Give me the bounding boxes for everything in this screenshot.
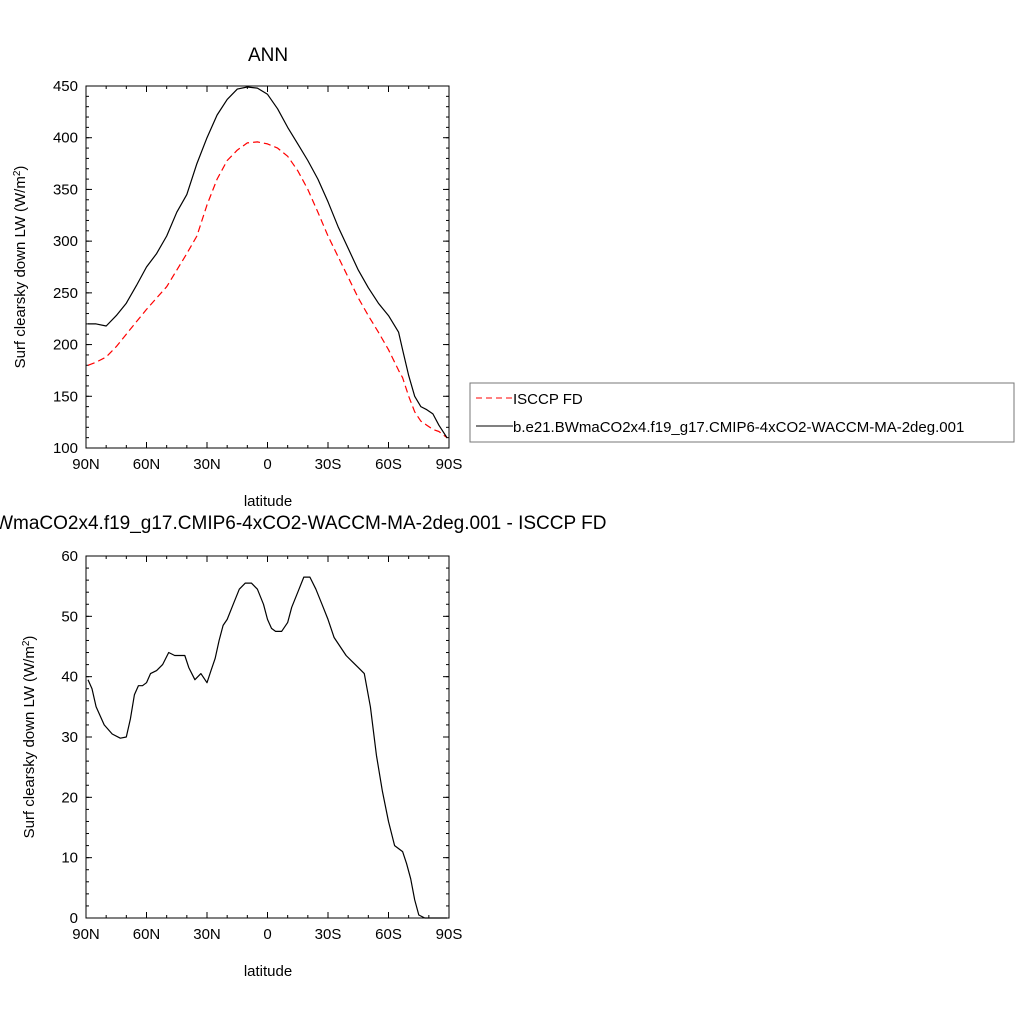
series-group-bottom — [87, 576, 447, 919]
bottom-panel: b.e21.BWmaCO2x4.f19_g17.CMIP6-4xCO2-WACC… — [0, 513, 606, 980]
x-tick-label: 90N — [72, 926, 100, 943]
x-tick-label: 90S — [436, 926, 463, 943]
x-tick-label: 60S — [375, 456, 402, 473]
y-tick-label: 300 — [53, 233, 78, 250]
y-axis-title-bottom: Surf clearsky down LW (W/m2) — [21, 636, 39, 839]
series-group-top — [87, 86, 448, 439]
plot-frame-top — [85, 85, 450, 449]
y-tick-label: 20 — [61, 789, 78, 806]
chart-title-bottom: b.e21.BWmaCO2x4.f19_g17.CMIP6-4xCO2-WACC… — [0, 513, 606, 534]
y-tick-label: 350 — [53, 181, 78, 198]
y-tick-label: 100 — [53, 440, 78, 457]
y-tick-label: 0 — [70, 910, 78, 927]
series-line-0-0 — [87, 141, 448, 439]
x-tick-label: 30S — [315, 456, 342, 473]
y-tick-label: 400 — [53, 130, 78, 147]
x-tick-label: 60S — [375, 926, 402, 943]
y-tick-label: 40 — [61, 669, 78, 686]
x-ticks-bottom: 90N 60N 30N 0 30S 60S 90S — [72, 556, 462, 943]
x-tick-label: 90S — [436, 456, 463, 473]
x-axis-title-bottom: latitude — [244, 963, 292, 980]
y-tick-label: 10 — [61, 850, 78, 867]
x-tick-label: 0 — [263, 456, 271, 473]
y-axis-title-top: Surf clearsky down LW (W/m2) — [12, 166, 30, 369]
legend: ISCCP FD b.e21.BWmaCO2x4.f19_g17.CMIP6-4… — [469, 382, 1015, 443]
y-tick-label: 250 — [53, 285, 78, 302]
plot-frame-bottom — [85, 555, 450, 919]
x-tick-label: 30S — [315, 926, 342, 943]
y-ticks-top: 100 150 200 250 300 350 400 450 — [53, 78, 449, 457]
y-tick-label: 30 — [61, 729, 78, 746]
y-tick-label: 450 — [53, 78, 78, 95]
legend-label-isccp: ISCCP FD — [513, 391, 583, 408]
x-ticks-top: 90N 60N 30N 0 30S 60S 90S — [72, 86, 462, 473]
legend-label-model: b.e21.BWmaCO2x4.f19_g17.CMIP6-4xCO2-WACC… — [513, 419, 964, 436]
y-tick-label: 150 — [53, 388, 78, 405]
y-tick-label: 60 — [61, 548, 78, 565]
x-tick-label: 0 — [263, 926, 271, 943]
x-tick-label: 60N — [133, 926, 161, 943]
x-axis-title-top: latitude — [244, 493, 292, 510]
legend-frame — [469, 382, 1015, 443]
y-tick-label: 50 — [61, 608, 78, 625]
series-line-1-0 — [87, 576, 447, 919]
x-tick-label: 60N — [133, 456, 161, 473]
x-tick-label: 30N — [193, 926, 221, 943]
x-tick-label: 30N — [193, 456, 221, 473]
chart-title-top: ANN — [248, 45, 288, 66]
x-tick-label: 90N — [72, 456, 100, 473]
y-tick-label: 200 — [53, 337, 78, 354]
series-line-0-1 — [88, 86, 448, 439]
top-panel: ANN 90N 60N 30N 0 30S 60S 90S 100 150 200 250 300 3… — [12, 45, 463, 510]
y-ticks-bottom: 0 10 20 30 40 50 60 — [61, 548, 449, 927]
